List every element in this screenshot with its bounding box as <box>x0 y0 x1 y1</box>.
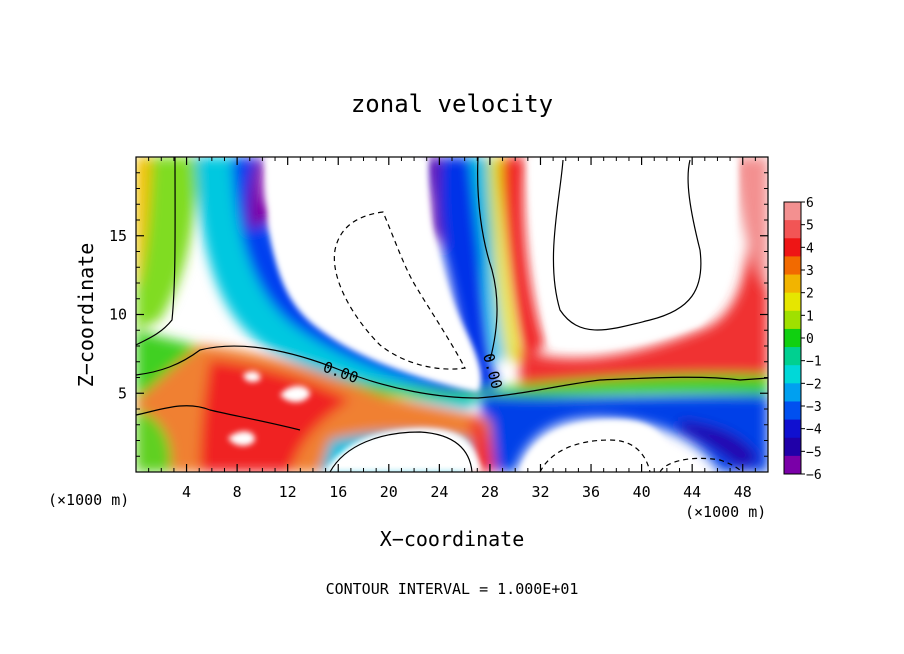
y-axis-unit: (×1000 m) <box>48 491 129 509</box>
left-green-band <box>136 157 200 330</box>
colorbar-tick-label: −3 <box>806 400 822 415</box>
colorbar-tick-label: −6 <box>806 468 822 483</box>
y-axis-ticks: 5 10 15 <box>109 172 768 457</box>
colorbar-tick-label: 6 <box>806 196 814 211</box>
x-tick-label: 32 <box>531 483 549 501</box>
white-islands <box>228 157 738 472</box>
x-axis-ticks: 4 8 12 16 20 24 28 32 36 40 44 48 <box>148 157 756 501</box>
colorbar-swatch <box>784 365 801 384</box>
x-tick-label: 48 <box>734 483 752 501</box>
right-salmon-edge <box>735 157 768 290</box>
central-yellow-column <box>488 157 520 360</box>
x-axis-unit: (×1000 m) <box>685 503 766 521</box>
zero-contour-middle <box>136 345 768 399</box>
colorbar-swatch <box>784 292 801 312</box>
zero-contour-lower-island <box>329 431 473 472</box>
y-tick-label: 5 <box>118 384 127 402</box>
central-purple-column <box>428 157 445 250</box>
colorbar-tick-label: 4 <box>806 241 814 256</box>
colorbar-swatch <box>784 455 801 475</box>
x-tick-label: 4 <box>182 483 191 501</box>
colorbar-swatch <box>784 347 801 366</box>
zero-contour-left <box>136 157 176 346</box>
x-tick-label: 44 <box>683 483 701 501</box>
lower-left-green-patch <box>136 410 171 472</box>
colorbar-swatch <box>784 274 801 294</box>
upper-right-white-island <box>528 157 738 349</box>
colorbar-tick-label: 0 <box>806 332 814 347</box>
x-tick-label: 40 <box>633 483 651 501</box>
colorbar: 6 5 4 3 2 1 0 −1 −2 −3 −4 −5 −6 <box>783 196 822 483</box>
colorbar-tick-label: −1 <box>806 355 822 370</box>
colorbar-tick-label: 3 <box>806 264 814 279</box>
negative-contour-lower-right <box>539 439 651 472</box>
negative-contour-far-right <box>659 457 743 472</box>
zero-contour-right-island <box>552 159 702 331</box>
zero-contour-lower-left <box>136 405 301 431</box>
contour-interval-note: CONTOUR INTERVAL = 1.000E+01 <box>326 580 579 598</box>
upper-white-island <box>265 157 482 392</box>
x-tick-label: 12 <box>279 483 297 501</box>
contour-lines <box>136 157 768 472</box>
central-red-column <box>500 157 545 360</box>
colorbar-swatch <box>784 383 801 402</box>
colorbar-swatch <box>784 328 801 348</box>
lower-white-island <box>325 428 482 472</box>
colorbar-swatch <box>784 401 801 421</box>
x-tick-label: 20 <box>380 483 398 501</box>
colorbar-tick-label: 1 <box>806 309 814 324</box>
x-tick-label: 24 <box>430 483 448 501</box>
colorbar-tick-label: 2 <box>806 287 814 302</box>
bright-spot-3 <box>243 371 261 383</box>
lower-right-blue-band <box>480 395 768 472</box>
y-tick-label: 10 <box>109 306 127 324</box>
x-tick-label: 8 <box>233 483 242 501</box>
y-axis-label: Z−coordinate <box>74 243 98 388</box>
lower-right-purple-patch <box>680 420 760 468</box>
zero-contour-central <box>477 157 498 361</box>
colorbar-swatch <box>784 256 801 276</box>
colorbar-swatch <box>784 238 801 257</box>
colorbar-tick-label: −4 <box>806 423 822 438</box>
colorbar-swatch <box>784 437 801 457</box>
x-tick-label: 36 <box>582 483 600 501</box>
colorbar-tick-label: −2 <box>806 377 822 392</box>
central-blue-column <box>425 157 500 398</box>
velocity-field <box>136 157 768 472</box>
bright-spot-1 <box>228 431 255 446</box>
colorbar-swatch <box>784 220 801 239</box>
colorbar-tick-label: 5 <box>806 219 814 234</box>
upper-left-cyan-band <box>195 157 480 410</box>
x-tick-label: 28 <box>481 483 499 501</box>
colorbar-swatch <box>784 202 801 221</box>
bright-spot-2 <box>280 385 310 403</box>
x-tick-label: 16 <box>329 483 347 501</box>
negative-contour-upper-island <box>333 211 466 370</box>
colorbar-swatch <box>784 310 801 330</box>
colorbar-swatch <box>784 419 801 439</box>
right-red-band <box>520 157 768 390</box>
colorbar-tick-label: −5 <box>806 445 822 460</box>
lower-right-white-island <box>520 419 670 472</box>
y-tick-label: 15 <box>109 227 127 245</box>
left-yellow-edge <box>136 157 152 290</box>
x-axis-label: X−coordinate <box>380 527 525 551</box>
chart-title: zonal velocity <box>351 90 553 118</box>
